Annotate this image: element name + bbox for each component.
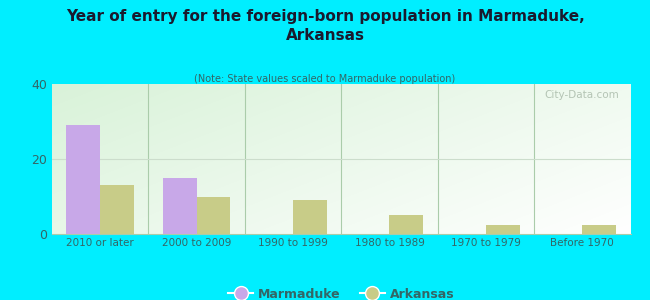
Bar [389,215,423,234]
Bar [196,196,230,234]
Legend: Marmaduke, Arkansas: Marmaduke, Arkansas [223,283,460,300]
Bar [66,125,100,234]
Bar [163,178,196,234]
Text: (Note: State values scaled to Marmaduke population): (Note: State values scaled to Marmaduke … [194,74,456,83]
Text: City-Data.com: City-Data.com [544,90,619,100]
Bar [293,200,327,234]
Bar [486,225,519,234]
Bar [100,185,134,234]
Text: Year of entry for the foreign-born population in Marmaduke,
Arkansas: Year of entry for the foreign-born popul… [66,9,584,43]
Bar [582,225,616,234]
